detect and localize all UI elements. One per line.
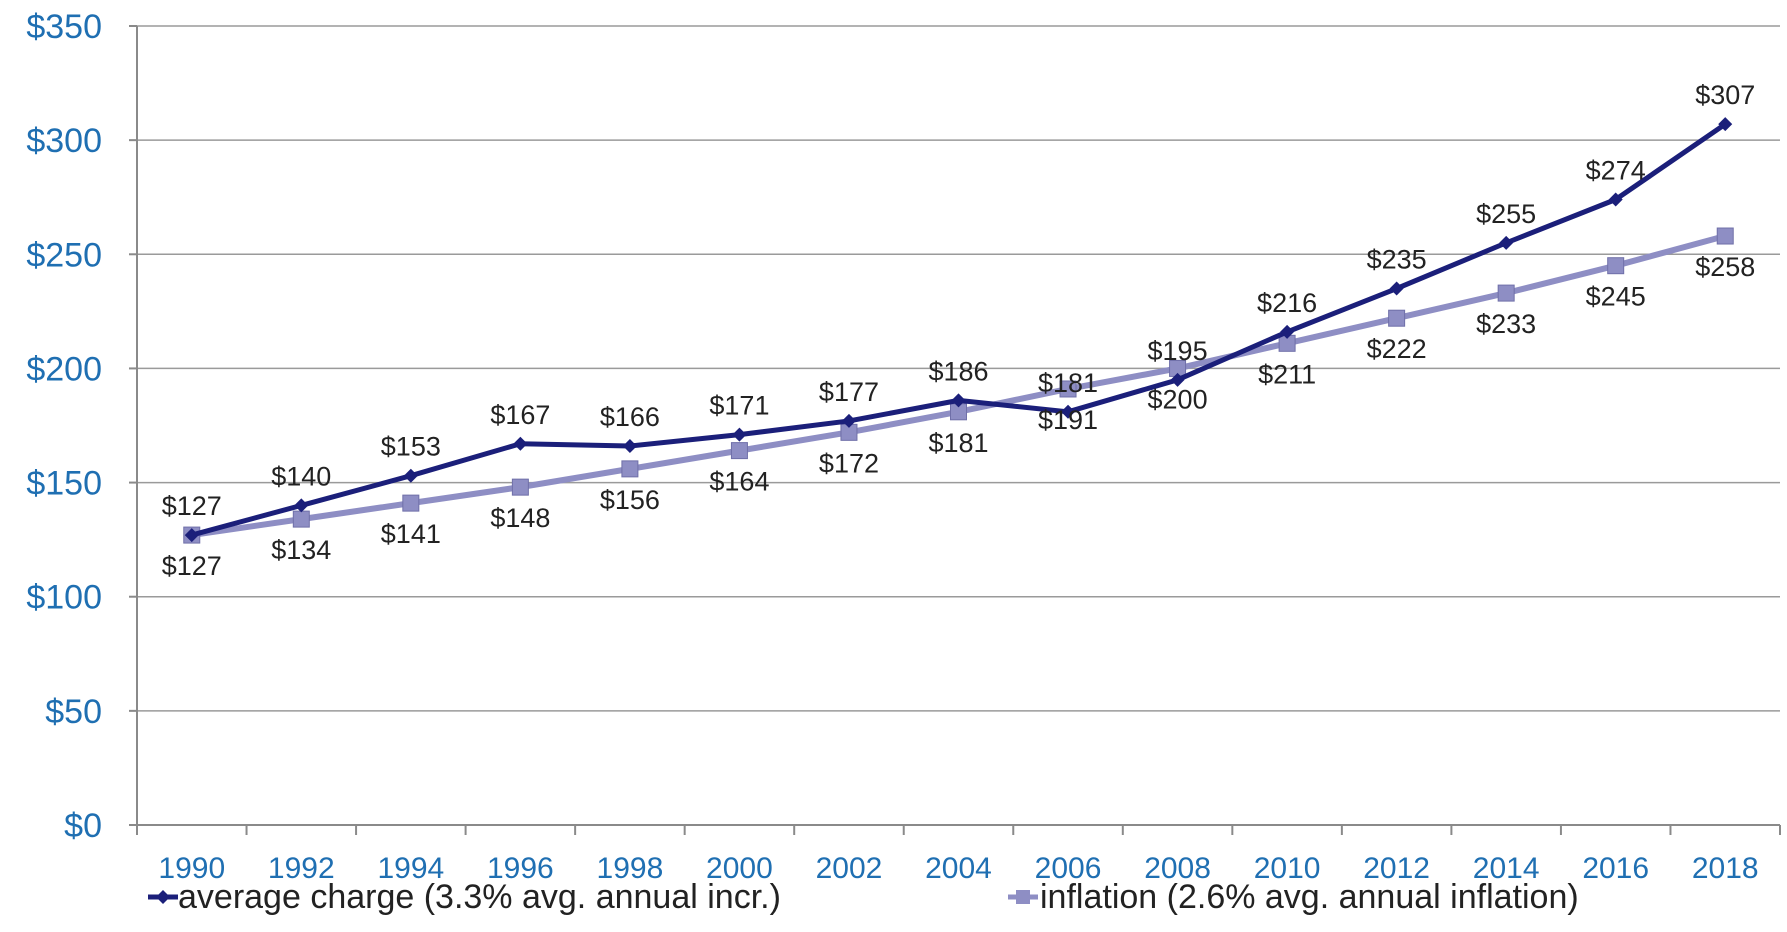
series-point-diamond xyxy=(403,468,418,483)
data-label: $233 xyxy=(1476,309,1536,339)
series-point-diamond xyxy=(1170,372,1185,387)
axes xyxy=(129,25,1781,835)
x-tick-label: 2016 xyxy=(1582,852,1649,885)
y-tick-label: $350 xyxy=(26,8,102,46)
x-tick-label: 2012 xyxy=(1363,852,1430,885)
series-point-square xyxy=(402,494,420,512)
y-tick-label: $150 xyxy=(26,465,102,503)
series-point-diamond xyxy=(513,436,528,451)
data-label: $127 xyxy=(162,491,222,521)
series-point-square xyxy=(1607,257,1625,275)
data-label: $167 xyxy=(490,400,550,430)
data-label: $172 xyxy=(819,448,879,478)
data-label: $164 xyxy=(709,467,769,497)
x-tick-label: 1996 xyxy=(487,852,554,885)
series-point-diamond xyxy=(732,427,747,442)
data-label: $274 xyxy=(1586,155,1646,185)
data-label: $153 xyxy=(381,432,441,462)
x-tick-label: 2000 xyxy=(706,852,773,885)
y-tick-label: $300 xyxy=(26,122,102,160)
series-point-square xyxy=(1497,284,1515,302)
series-point-square xyxy=(730,442,748,460)
x-axis-ticks: 1990 1992 1994 1996 1998 2000 2002 2004 2006 2008… xyxy=(158,852,1758,885)
data-label: $195 xyxy=(1148,336,1208,366)
x-tick-label: 2010 xyxy=(1254,852,1321,885)
series-point-diamond xyxy=(294,498,309,513)
series-point-diamond xyxy=(951,393,966,408)
series-point-square xyxy=(1059,380,1077,398)
data-label: $222 xyxy=(1367,334,1427,364)
x-tick-label: 2014 xyxy=(1473,852,1540,885)
x-tick-label: 1990 xyxy=(158,852,225,885)
series-point-diamond xyxy=(1499,235,1514,250)
x-tick-label: 2008 xyxy=(1144,852,1211,885)
series-point-diamond xyxy=(184,528,199,543)
legend-label: inflation (2.6% avg. annual inflation) xyxy=(1040,878,1579,916)
data-label: $177 xyxy=(819,377,879,407)
data-label: $166 xyxy=(600,402,660,432)
y-tick-label: $200 xyxy=(26,350,102,388)
data-label: $141 xyxy=(381,519,441,549)
x-tick-label: 2006 xyxy=(1035,852,1102,885)
data-label: $181 xyxy=(1038,368,1098,398)
data-label: $140 xyxy=(271,461,331,491)
x-tick-label: 2004 xyxy=(925,852,992,885)
legend-marker-diamond xyxy=(156,890,170,904)
series-point-diamond xyxy=(622,439,637,454)
y-axis-ticks: $0 $50 $100 $150 $200 $250 $300 $350 xyxy=(26,8,102,845)
data-label: $200 xyxy=(1148,384,1208,414)
series-point-diamond xyxy=(841,413,856,428)
data-label: $148 xyxy=(490,503,550,533)
x-tick-label: 1998 xyxy=(597,852,664,885)
series-point-diamond xyxy=(1718,117,1733,132)
data-label: $258 xyxy=(1695,252,1755,282)
data-label: $191 xyxy=(1038,405,1098,435)
data-label: $181 xyxy=(928,428,988,458)
series-point-square xyxy=(621,460,639,478)
y-tick-label: $0 xyxy=(64,807,102,845)
y-tick-label: $250 xyxy=(26,236,102,274)
data-label: $211 xyxy=(1258,359,1316,389)
data-label: $255 xyxy=(1476,199,1536,229)
series xyxy=(183,117,1734,544)
data-label: $307 xyxy=(1695,80,1755,110)
data-label: $127 xyxy=(162,551,222,581)
series-point-square xyxy=(1716,227,1734,245)
data-label: $216 xyxy=(1257,288,1317,318)
x-tick-label: 2002 xyxy=(816,852,883,885)
series-point-diamond xyxy=(1389,281,1404,296)
series-point-diamond xyxy=(1280,324,1295,339)
legend: average charge (3.3% avg. annual incr.) i… xyxy=(148,878,1579,916)
legend-label: average charge (3.3% avg. annual incr.) xyxy=(178,878,781,916)
x-tick-label: 2018 xyxy=(1692,852,1759,885)
data-label: $235 xyxy=(1367,245,1427,275)
data-label: $134 xyxy=(271,535,331,565)
data-label: $156 xyxy=(600,485,660,515)
legend-marker-square xyxy=(1016,890,1030,904)
series-point-diamond xyxy=(1608,192,1623,207)
y-tick-label: $100 xyxy=(26,579,102,617)
series-point-square xyxy=(1388,309,1406,327)
data-labels: $127 $140 $153 $167 $166 $171 $177 $186 $181 $195… xyxy=(162,80,1756,581)
series-point-diamond xyxy=(1061,404,1076,419)
x-tick-label: 1994 xyxy=(377,852,444,885)
data-label: $245 xyxy=(1586,282,1646,312)
data-label: $171 xyxy=(709,391,769,421)
series-point-square xyxy=(511,478,529,496)
y-tick-label: $50 xyxy=(45,693,102,731)
data-label: $186 xyxy=(928,356,988,386)
x-tick-label: 1992 xyxy=(268,852,335,885)
series-point-square xyxy=(292,510,310,528)
